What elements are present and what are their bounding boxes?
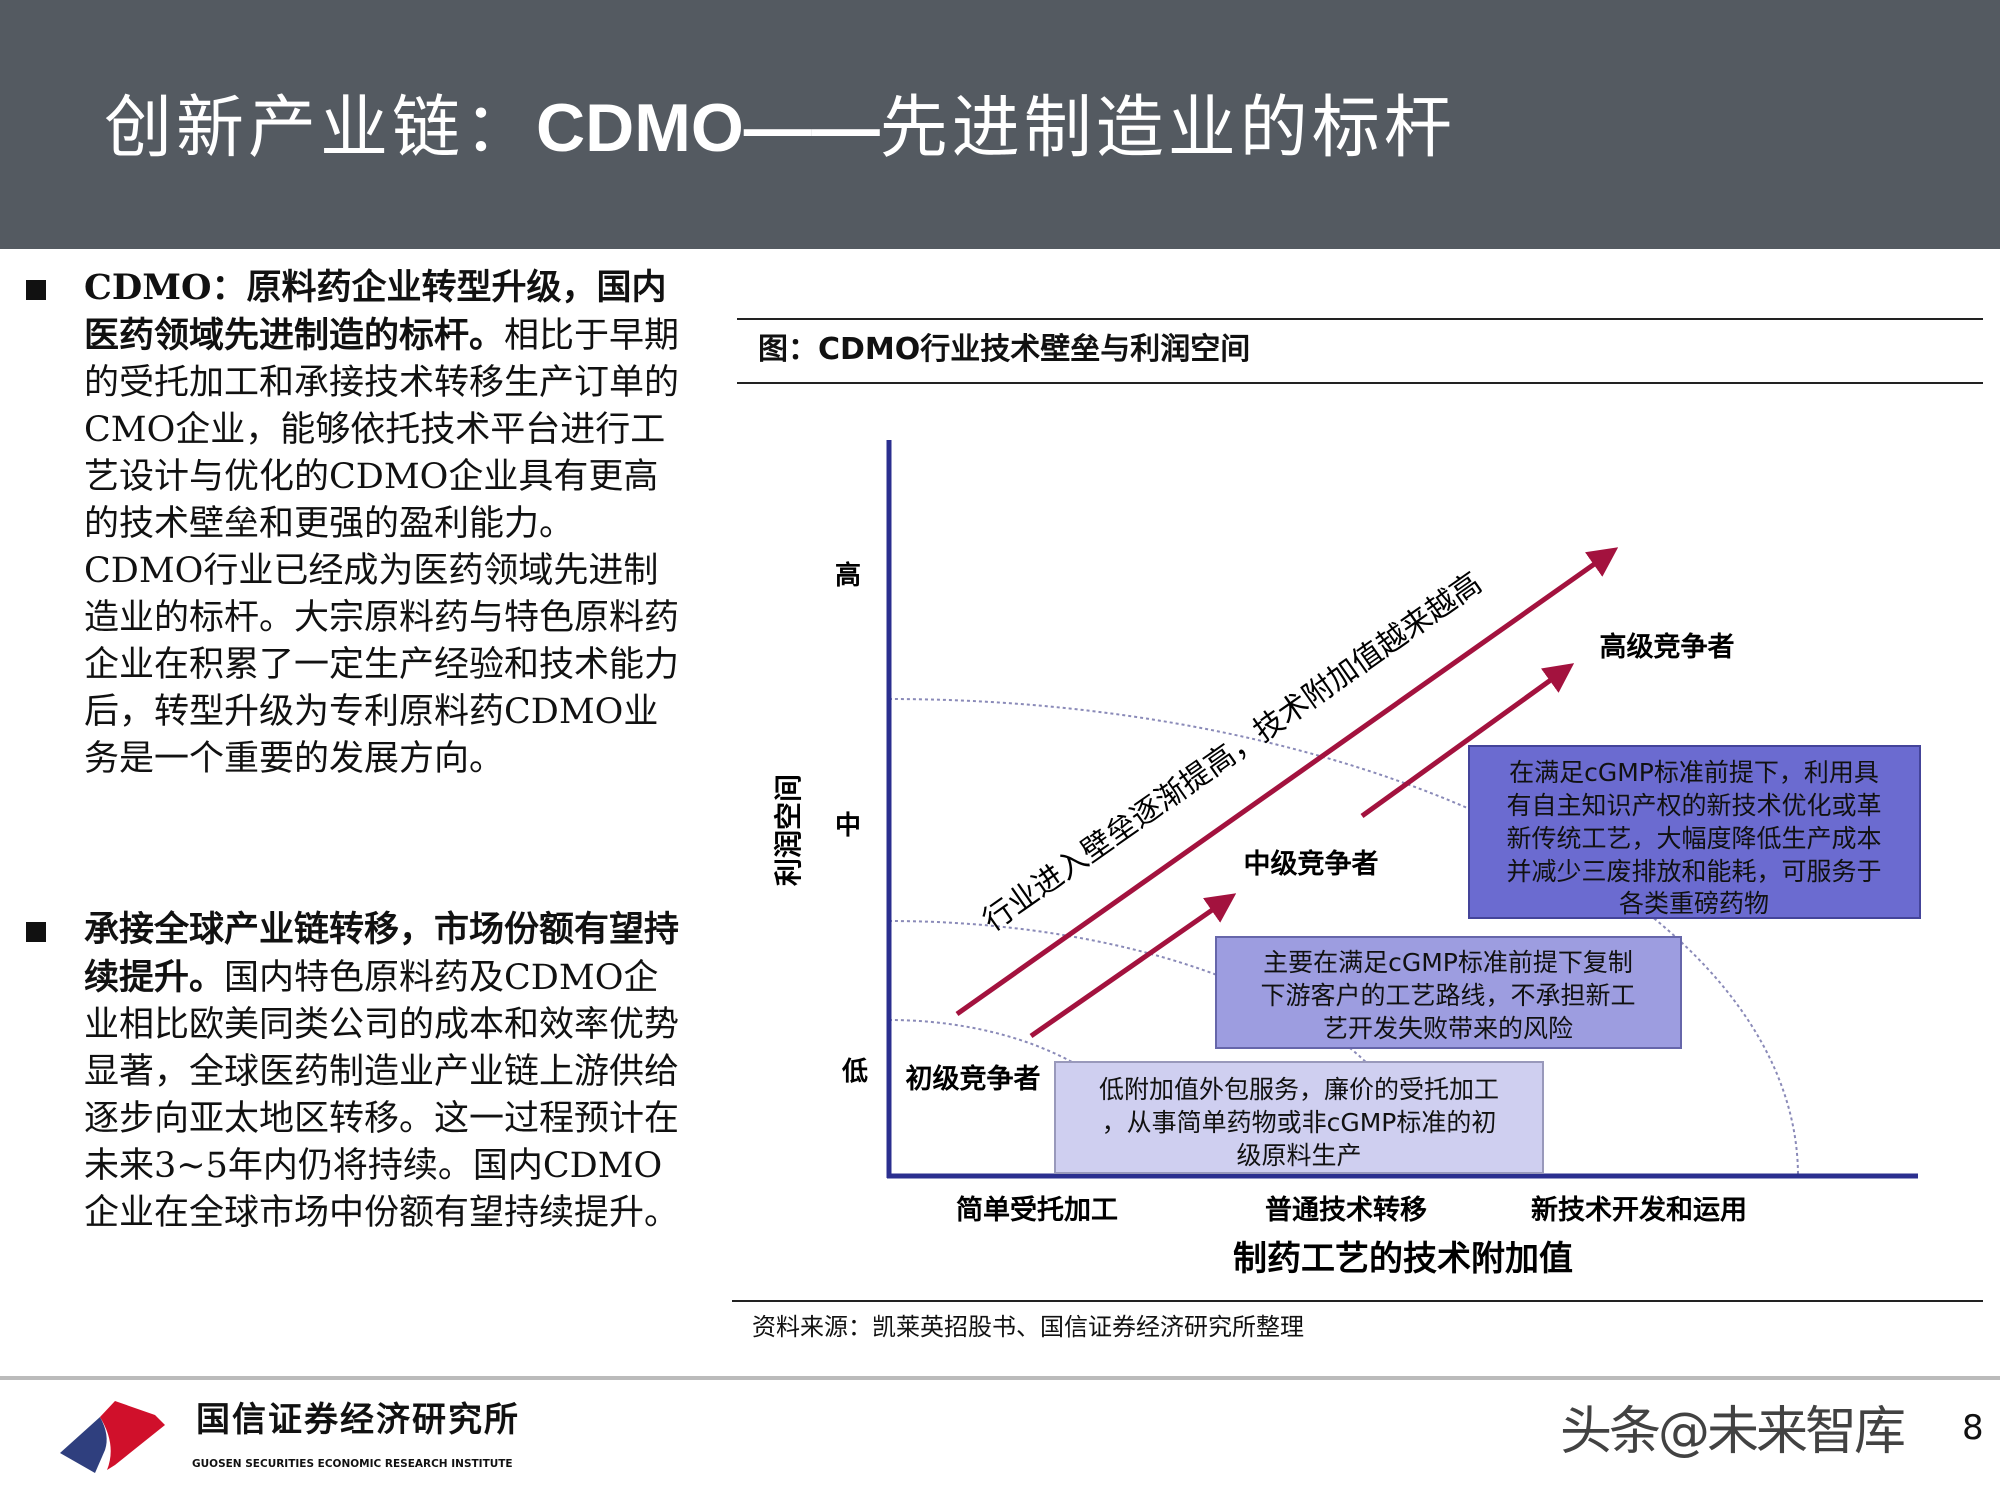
high-tier-desc: 有自主知识产权的新技术优化或革 [1506, 791, 1881, 820]
y-axis-title: 利润空间 [772, 774, 805, 886]
high-tier-desc: 在满足cGMP标准前提下，利用具 [1509, 758, 1879, 787]
caption-bottom-rule [737, 382, 1983, 384]
main-trend-arrow [955, 547, 1619, 1017]
high-tier-arrow [1360, 663, 1575, 819]
mid-tier-arrow [1029, 893, 1237, 1039]
low-tier-desc: 级原料生产 [1236, 1141, 1361, 1170]
low-tier-desc: ，从事简单药物或非cGMP标准的初 [1102, 1108, 1497, 1137]
header-band: 创新产业链：CDMO——先进制造业的标杆 [0, 0, 2000, 249]
footer-divider [0, 1376, 2000, 1380]
watermark: 头条@未来智库 [1560, 1402, 1906, 1462]
paragraph-cdmo: CDMO：原料药企业转型升级，国内医药领域先进制造的标杆。相比于早期的受托加工和… [84, 267, 680, 779]
mid-tier-box [1215, 936, 1682, 1049]
page-number: 8 [1962, 1408, 1984, 1448]
guosen-logo-icon [60, 1401, 165, 1473]
caption-top-rule [737, 318, 1983, 320]
y-level-mid: 中 [835, 811, 861, 841]
mid-tier-desc: 下游客户的工艺路线，不承担新工 [1260, 981, 1635, 1010]
page-title: 创新产业链：CDMO——先进制造业的标杆 [104, 89, 1456, 168]
low-tier-desc: 低附加值外包服务，廉价的受托加工 [1099, 1075, 1499, 1104]
high-tier-desc: 并减少三废排放和能耗，可服务于 [1506, 857, 1881, 886]
low-tier-box [1054, 1061, 1544, 1174]
x-level-transfer: 普通技术转移 [1265, 1194, 1427, 1226]
x-level-new-tech: 新技术开发和运用 [1531, 1194, 1747, 1226]
y-level-high: 高 [835, 560, 861, 591]
high-tier-box [1468, 745, 1921, 919]
high-tier-desc: 新传统工艺，大幅度降低生产成本 [1506, 824, 1881, 853]
x-axis-title: 制药工艺的技术附加值 [1233, 1239, 1573, 1279]
figure-source: 资料来源：凯莱英招股书、国信证券经济研究所整理 [752, 1313, 1304, 1341]
tier-label-low: 初级竞争者 [906, 1063, 1041, 1095]
bullet-square-icon [26, 922, 46, 942]
source-rule [732, 1300, 1983, 1302]
tier-label-high: 高级竞争者 [1600, 631, 1735, 663]
mid-tier-desc: 艺开发失败带来的风险 [1323, 1014, 1573, 1043]
paragraph-global-transfer: 承接全球产业链转移，市场份额有望持续提升。国内特色原料药及CDMO企业相比欧美同… [84, 909, 680, 1233]
logo-chinese-name: 国信证券经济研究所 [196, 1400, 520, 1440]
mid-tier-desc: 主要在满足cGMP标准前提下复制 [1263, 948, 1633, 977]
y-level-low: 低 [841, 1057, 868, 1087]
high-tier-desc: 各类重磅药物 [1619, 889, 1769, 918]
tier-label-mid: 中级竞争者 [1244, 848, 1379, 880]
trend-label: 行业进入壁垒逐渐提高，技术附加值越来越高 [977, 566, 1489, 939]
x-level-simple: 简单受托加工 [956, 1194, 1118, 1226]
bullet-square-icon [26, 280, 46, 300]
figure-caption: 图：CDMO行业技术壁垒与利润空间 [758, 332, 1251, 367]
logo-english-name: GUOSEN SECURITIES ECONOMIC RESEARCH INST… [192, 1458, 513, 1470]
